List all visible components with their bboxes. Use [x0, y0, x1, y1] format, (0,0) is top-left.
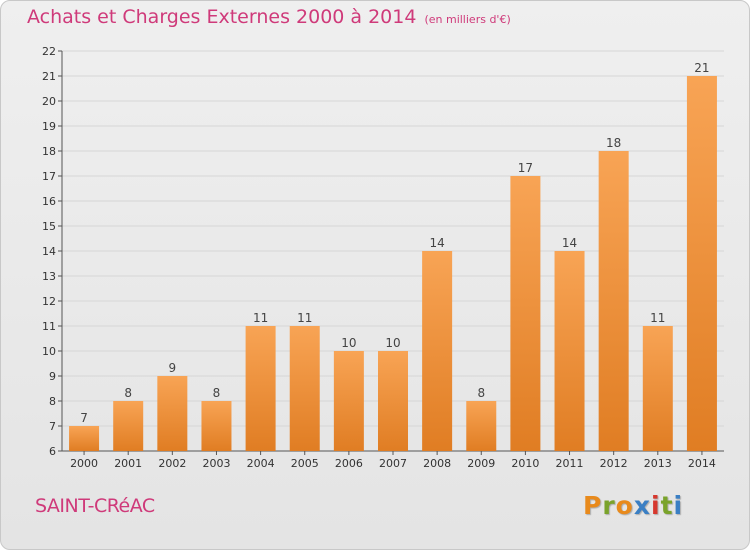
- data-label: 17: [518, 161, 533, 175]
- data-label: 14: [429, 236, 444, 250]
- data-label: 8: [213, 386, 221, 400]
- y-tick-label: 11: [42, 320, 56, 333]
- chart-title-text: Achats et Charges Externes 2000 à 2014: [27, 6, 417, 28]
- x-tick-label: 2010: [511, 457, 539, 470]
- data-label: 11: [253, 311, 268, 325]
- proxiti-logo: Proxiti: [583, 491, 683, 520]
- bar-2011: [554, 251, 585, 451]
- bar-2010: [510, 176, 541, 451]
- data-label: 8: [124, 386, 132, 400]
- x-tick-label: 2014: [688, 457, 716, 470]
- y-tick-label: 10: [42, 345, 56, 358]
- x-tick-label: 2001: [114, 457, 142, 470]
- x-tick-label: 2009: [467, 457, 495, 470]
- bar-2008: [422, 251, 453, 451]
- bar-2003: [201, 401, 232, 451]
- x-tick-label: 2004: [247, 457, 275, 470]
- bar-2009: [466, 401, 497, 451]
- bar-2012: [598, 151, 629, 451]
- x-tick-label: 2007: [379, 457, 407, 470]
- bars: [69, 76, 717, 451]
- data-label: 9: [169, 361, 177, 375]
- data-label: 10: [385, 336, 400, 350]
- y-tick-label: 22: [42, 45, 56, 58]
- data-label: 10: [341, 336, 356, 350]
- bar-2014: [686, 76, 717, 451]
- bar-2004: [245, 326, 276, 451]
- y-tick-label: 18: [42, 145, 56, 158]
- y-tick-label: 13: [42, 270, 56, 283]
- chart-title: Achats et Charges Externes 2000 à 2014 (e…: [27, 6, 511, 28]
- bar-2000: [69, 426, 100, 451]
- bar-2001: [113, 401, 144, 451]
- bar-2002: [157, 376, 188, 451]
- commune-name: SAINT-CRéAC: [35, 495, 155, 517]
- labels: 6 7 8 9 10 11 12 13 14 15 16 17 18 19 20 21 22 2000 7 2001 8…: [42, 45, 716, 470]
- y-tick-label: 17: [42, 170, 56, 183]
- y-tick-label: 14: [42, 245, 56, 258]
- logo-letter: i: [651, 491, 661, 520]
- y-tick-label: 21: [42, 70, 56, 83]
- logo-letter: o: [615, 491, 634, 520]
- chart-unit: (en milliers d'€): [424, 13, 511, 26]
- x-tick-label: 2000: [70, 457, 98, 470]
- y-tick-label: 6: [49, 445, 56, 458]
- logo-letter: i: [673, 491, 684, 520]
- logo-letter: t: [660, 491, 674, 520]
- data-label: 11: [297, 311, 312, 325]
- x-tick-label: 2013: [644, 457, 672, 470]
- x-tick-label: 2002: [158, 457, 186, 470]
- data-label: 11: [650, 311, 665, 325]
- x-tick-label: 2005: [291, 457, 319, 470]
- x-tick-label: 2011: [556, 457, 584, 470]
- logo-letter: r: [602, 491, 616, 520]
- y-tick-label: 9: [49, 370, 56, 383]
- data-label: 14: [562, 236, 577, 250]
- bar-2005: [289, 326, 320, 451]
- bar-2007: [378, 351, 408, 451]
- x-tick-label: 2006: [335, 457, 363, 470]
- x-tick-label: 2012: [600, 457, 628, 470]
- y-tick-label: 20: [42, 95, 56, 108]
- data-label: 18: [606, 136, 621, 150]
- y-tick-label: 8: [49, 395, 56, 408]
- y-tick-label: 19: [42, 120, 56, 133]
- data-label: 7: [80, 411, 88, 425]
- logo-letter: x: [633, 491, 651, 520]
- logo-letter: P: [583, 491, 603, 520]
- y-tick-label: 15: [42, 220, 56, 233]
- x-tick-label: 2003: [202, 457, 230, 470]
- x-tick-label: 2008: [423, 457, 451, 470]
- data-label: 8: [477, 386, 485, 400]
- data-label: 21: [694, 61, 709, 75]
- bar-2006: [333, 351, 364, 451]
- bar-2013: [642, 326, 673, 451]
- y-tick-label: 16: [42, 195, 56, 208]
- y-tick-label: 7: [49, 420, 56, 433]
- y-tick-label: 12: [42, 295, 56, 308]
